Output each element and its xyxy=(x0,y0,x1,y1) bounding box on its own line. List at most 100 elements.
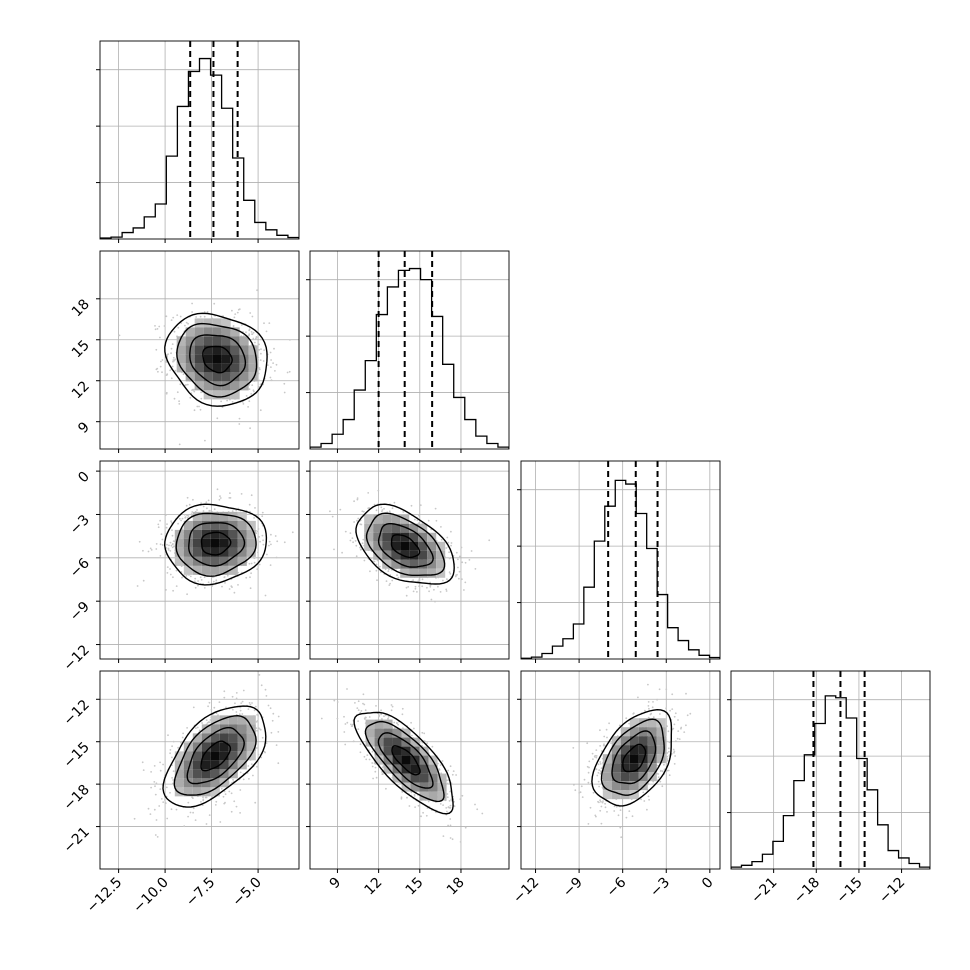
sample-point xyxy=(258,674,261,676)
sample-point xyxy=(422,811,424,814)
density-cell xyxy=(436,559,446,569)
density-cell xyxy=(237,538,247,548)
sample-point xyxy=(262,360,265,362)
sample-point xyxy=(206,507,208,510)
scatter-panel-3-1 xyxy=(306,670,510,873)
sample-point xyxy=(165,786,168,789)
sample-point xyxy=(461,561,464,564)
density-cell xyxy=(364,532,374,542)
sample-point xyxy=(138,540,141,543)
density-cell xyxy=(192,529,202,539)
sample-point xyxy=(204,439,206,442)
density-cell xyxy=(185,372,195,382)
sample-point xyxy=(429,585,432,588)
sample-point xyxy=(159,788,162,790)
sample-point xyxy=(357,709,360,711)
sample-point xyxy=(426,586,428,589)
density-cell xyxy=(373,523,383,533)
sample-point xyxy=(208,814,211,816)
sample-point xyxy=(458,555,461,558)
sample-point xyxy=(219,821,222,823)
sample-point xyxy=(197,584,199,587)
sample-point xyxy=(391,705,394,708)
sample-point xyxy=(356,519,358,522)
sample-point xyxy=(352,541,354,544)
sample-point xyxy=(192,807,195,810)
sample-point xyxy=(178,403,181,405)
sample-point xyxy=(184,324,186,327)
scatter-panel-3-0 xyxy=(96,670,300,873)
sample-point xyxy=(177,522,180,525)
sample-point xyxy=(461,578,463,581)
sample-point xyxy=(445,590,448,592)
density-cell xyxy=(174,556,184,566)
sample-point xyxy=(268,544,270,547)
density-cell xyxy=(219,556,229,566)
sample-point xyxy=(163,325,166,327)
density-cell xyxy=(427,550,437,560)
sample-point xyxy=(277,715,280,718)
contour-line xyxy=(164,312,268,407)
sample-point xyxy=(259,338,262,341)
sample-point xyxy=(265,330,268,333)
sample-point xyxy=(289,339,291,341)
sample-point xyxy=(435,519,438,522)
sample-point xyxy=(165,315,168,318)
density-cell xyxy=(391,559,401,569)
sample-point xyxy=(356,498,359,501)
sample-point xyxy=(159,769,162,772)
sample-point xyxy=(178,400,181,403)
sample-point xyxy=(377,489,380,492)
sample-point xyxy=(375,509,378,512)
panel-frame xyxy=(99,250,300,450)
sample-point xyxy=(223,576,226,579)
density-cell xyxy=(237,547,247,557)
sample-point xyxy=(288,370,291,373)
sample-point xyxy=(223,690,226,693)
sample-point xyxy=(381,510,383,513)
sample-point xyxy=(199,408,202,411)
sample-point xyxy=(206,311,209,313)
sample-point xyxy=(405,594,408,597)
sample-point xyxy=(283,541,286,544)
sample-point xyxy=(391,507,394,510)
sample-point xyxy=(447,541,450,544)
density-cell xyxy=(400,523,410,533)
sample-point xyxy=(277,762,280,765)
sample-point xyxy=(277,731,280,733)
sample-point xyxy=(225,706,227,709)
sample-point xyxy=(257,551,259,554)
sample-point xyxy=(258,563,261,566)
density-cell xyxy=(192,547,202,557)
sample-point xyxy=(167,353,170,355)
sample-point xyxy=(239,771,242,774)
sample-point xyxy=(372,777,374,780)
sample-point xyxy=(263,750,266,753)
sample-point xyxy=(365,758,368,761)
sample-point xyxy=(165,374,168,376)
sample-point xyxy=(174,358,177,361)
sample-point xyxy=(172,356,175,359)
sample-point xyxy=(251,384,254,386)
sample-point xyxy=(142,579,145,582)
sample-point xyxy=(226,399,229,402)
sample-point xyxy=(171,546,174,549)
sample-point xyxy=(449,824,452,827)
sample-point xyxy=(193,409,196,412)
sample-point xyxy=(192,498,194,501)
sample-point xyxy=(250,572,253,575)
sample-point xyxy=(238,417,241,420)
contour-line xyxy=(353,711,454,815)
sample-point xyxy=(194,586,197,589)
sample-point xyxy=(169,369,172,372)
sample-point xyxy=(159,519,162,522)
sample-point xyxy=(213,508,216,511)
sample-point xyxy=(149,813,152,815)
sample-point xyxy=(202,510,205,512)
sample-point xyxy=(186,383,189,386)
sample-point xyxy=(167,549,170,551)
sample-point xyxy=(406,796,408,799)
sample-point xyxy=(387,570,390,572)
sample-point xyxy=(234,313,237,315)
density-cell xyxy=(212,336,222,346)
